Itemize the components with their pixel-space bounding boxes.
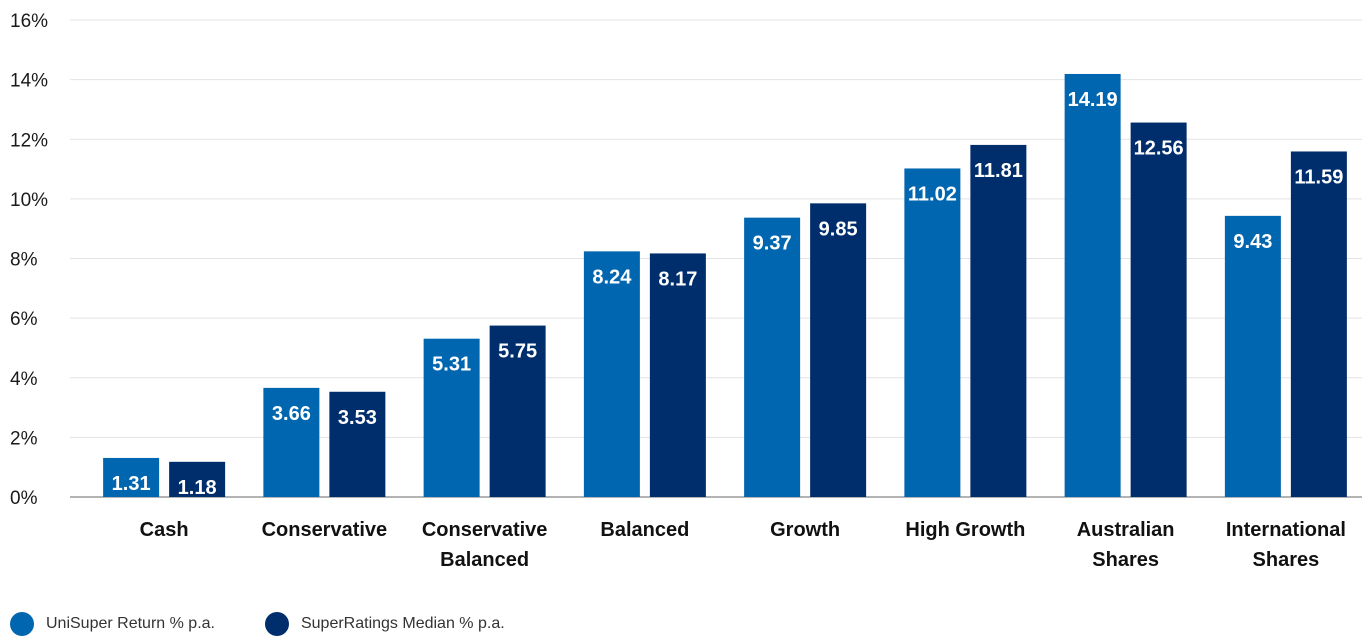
x-category-label: Cash [140, 519, 189, 541]
bar-chart: 0% 2% 4% 6% 8% 10% 12% 14% 16% 1.31 1.18 3.66 3.53 5… [10, 11, 1362, 571]
bar-unisuper [423, 338, 480, 497]
y-tick-label: 12% [10, 130, 48, 151]
y-tick-label: 14% [10, 71, 48, 92]
bar-superratings [329, 391, 386, 497]
data-label: 5.31 [432, 354, 471, 376]
data-label: 3.53 [338, 407, 377, 429]
data-label: 9.43 [1233, 231, 1272, 253]
x-category-label: Australian Shares [1077, 519, 1175, 571]
data-label: 9.85 [819, 218, 858, 240]
data-label: 11.02 [908, 183, 957, 205]
x-category-label: Growth [770, 519, 840, 541]
y-axis-ticks: 0% 2% 4% 6% 8% 10% 12% 14% 16% [10, 11, 48, 509]
data-label: 8.17 [658, 268, 697, 290]
y-tick-label: 16% [10, 11, 48, 32]
data-label: 9.37 [753, 233, 792, 255]
bar-unisuper [744, 217, 801, 498]
x-category-label: Balanced [600, 519, 689, 541]
bar-unisuper [583, 251, 640, 497]
bars [103, 73, 1347, 498]
bar-unisuper [103, 457, 160, 497]
bar-superratings [649, 253, 706, 497]
y-tick-label: 0% [10, 488, 38, 509]
y-tick-label: 6% [10, 309, 38, 330]
x-category-label: International Shares [1226, 519, 1346, 571]
x-category-label: High Growth [905, 519, 1025, 541]
bar-superratings [169, 461, 226, 497]
legend-item-unisuper: UniSuper Return % p.a. [10, 612, 215, 636]
bar-superratings [489, 325, 546, 497]
data-labels: 1.31 1.18 3.66 3.53 5.31 5.75 8.24 8.17 9.37 9.85… [112, 89, 1344, 499]
legend-label-unisuper: UniSuper Return % p.a. [46, 615, 215, 632]
data-label: 14.19 [1068, 89, 1118, 111]
y-tick-label: 2% [10, 428, 38, 449]
bar-unisuper [1224, 215, 1281, 498]
bar-unisuper [1064, 73, 1121, 497]
legend-swatch-superratings [264, 612, 289, 636]
data-label: 11.59 [1294, 166, 1343, 188]
bar-superratings [970, 144, 1027, 497]
data-label: 1.18 [178, 477, 217, 499]
x-category-label: Conservative [262, 519, 388, 541]
legend: UniSuper Return % p.a. SuperRatings Medi… [10, 612, 505, 636]
y-tick-label: 10% [10, 190, 48, 211]
data-label: 11.81 [974, 160, 1023, 182]
bar-superratings [810, 203, 867, 498]
data-label: 1.31 [112, 473, 151, 495]
data-label: 5.75 [498, 341, 537, 363]
data-label: 8.24 [592, 266, 632, 288]
data-label: 3.66 [272, 403, 311, 425]
y-tick-label: 8% [10, 250, 38, 271]
x-axis-categories: Cash Conservative Conservative Balanced Bala… [140, 519, 1346, 571]
bar-unisuper [263, 387, 320, 497]
bar-unisuper [904, 168, 961, 497]
bar-superratings [1130, 122, 1187, 498]
bar-superratings [1290, 151, 1347, 497]
legend-label-superratings: SuperRatings Median % p.a. [300, 615, 505, 632]
x-category-label: Conservative Balanced [422, 519, 548, 571]
legend-item-superratings: SuperRatings Median % p.a. [264, 612, 505, 636]
data-label: 12.56 [1134, 138, 1184, 160]
y-tick-label: 4% [10, 369, 38, 390]
legend-swatch-unisuper [10, 612, 34, 636]
